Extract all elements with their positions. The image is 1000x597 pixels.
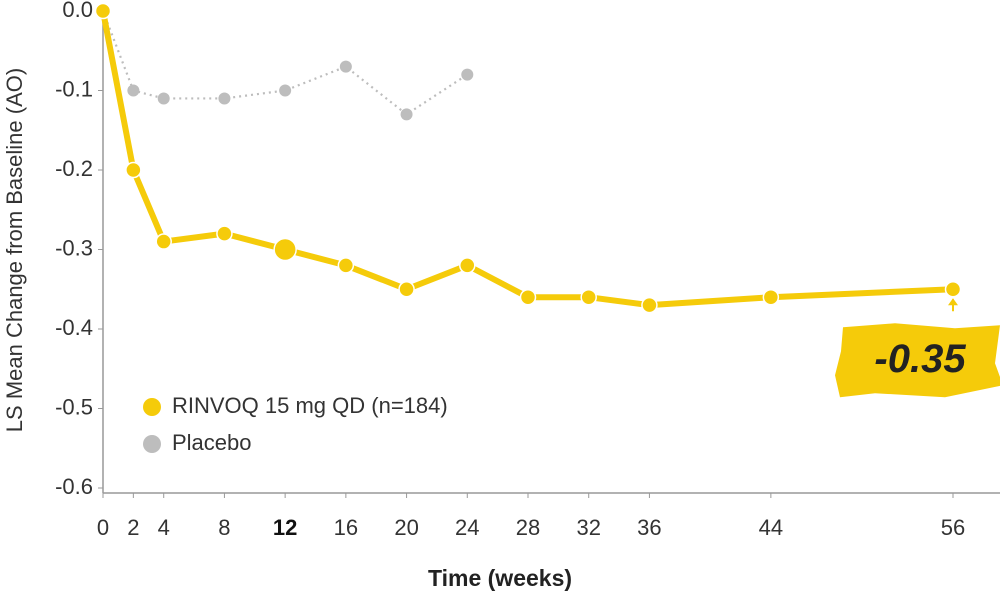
legend-marker bbox=[143, 435, 161, 453]
data-point bbox=[273, 237, 297, 262]
annotation-text: -0.35 bbox=[874, 337, 966, 381]
y-tick-label: -0.4 bbox=[55, 315, 93, 340]
x-tick-label: 32 bbox=[576, 515, 600, 540]
data-point bbox=[400, 108, 413, 121]
y-tick-label: -0.3 bbox=[55, 235, 93, 260]
y-tick-label: -0.1 bbox=[55, 76, 93, 101]
data-point bbox=[398, 281, 415, 298]
data-point bbox=[125, 161, 142, 179]
data-point bbox=[127, 84, 140, 97]
legend-label: Placebo bbox=[172, 430, 252, 455]
legend-marker bbox=[143, 398, 161, 416]
data-point bbox=[762, 288, 780, 306]
series-line bbox=[100, 10, 954, 309]
x-tick-label: 28 bbox=[516, 515, 540, 540]
legend-label: RINVOQ 15 mg QD (n=184) bbox=[172, 393, 448, 418]
data-point bbox=[580, 288, 597, 306]
data-point bbox=[459, 257, 476, 274]
y-tick-label: -0.6 bbox=[55, 474, 93, 499]
y-axis-label: LS Mean Change from Baseline (AO) bbox=[2, 68, 27, 432]
data-point bbox=[641, 296, 658, 314]
x-tick-label: 44 bbox=[759, 515, 783, 540]
annotation-box bbox=[835, 323, 1000, 398]
x-tick-label: 36 bbox=[637, 515, 661, 540]
data-point bbox=[337, 257, 355, 274]
data-point bbox=[339, 60, 352, 73]
data-point bbox=[157, 92, 170, 105]
x-tick-label: 4 bbox=[158, 515, 170, 540]
x-tick-label: 20 bbox=[394, 515, 418, 540]
x-tick-label: 56 bbox=[941, 515, 965, 540]
x-tick-label: 8 bbox=[218, 515, 230, 540]
data-point bbox=[461, 68, 474, 81]
x-tick-label: 0 bbox=[97, 515, 109, 540]
annotation-arrowhead bbox=[948, 298, 958, 306]
x-axis-label: Time (weeks) bbox=[428, 565, 572, 591]
data-point bbox=[216, 225, 233, 242]
y-tick-label: -0.5 bbox=[55, 394, 93, 419]
data-point bbox=[279, 84, 292, 97]
x-tick-label: 16 bbox=[334, 515, 358, 540]
data-point bbox=[218, 92, 231, 105]
y-tick-label: 0.0 bbox=[62, 0, 93, 22]
data-point bbox=[94, 2, 112, 20]
y-tick-label: -0.2 bbox=[55, 156, 93, 181]
series-line bbox=[101, 10, 468, 116]
x-tick-label: 24 bbox=[455, 515, 479, 540]
x-tick-label: 2 bbox=[127, 515, 139, 540]
data-point bbox=[155, 233, 172, 250]
data-point bbox=[519, 288, 537, 306]
x-tick-label: 12 bbox=[273, 515, 297, 540]
data-point bbox=[944, 281, 962, 298]
